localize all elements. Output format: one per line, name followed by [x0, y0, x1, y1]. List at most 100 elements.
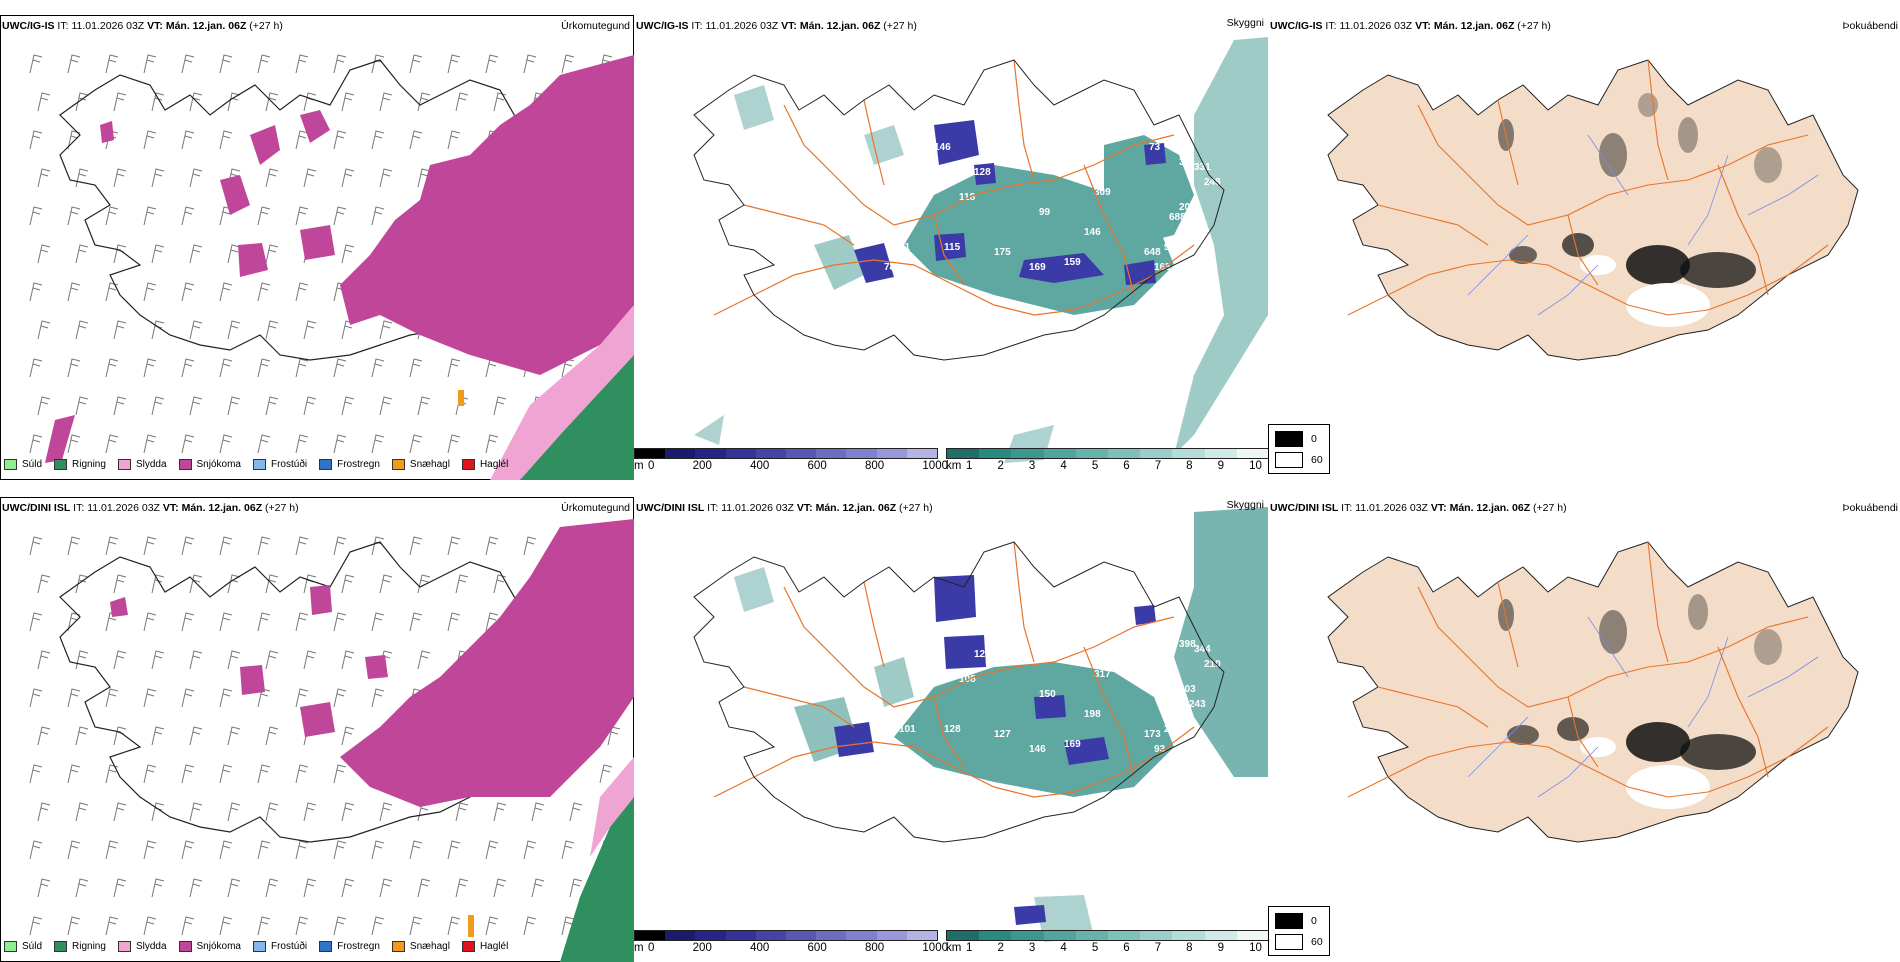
wind-barb [485, 536, 499, 556]
wind-barb [189, 244, 203, 264]
wind-barb [67, 206, 81, 226]
legend-item: Súld [4, 941, 42, 952]
precip-snow-areas [45, 55, 634, 463]
tick: 1000 [922, 942, 948, 954]
wind-barb [75, 168, 89, 188]
tick: 7 [1154, 942, 1162, 954]
road-line [1567, 696, 1599, 768]
visibility-value-label: 169 [1029, 262, 1046, 273]
wind-barb [485, 840, 499, 860]
tick: 6 [1123, 460, 1130, 472]
fog-legend-high: 0 [1311, 915, 1317, 927]
wind-barb [341, 726, 355, 746]
wind-barb [409, 130, 423, 150]
visibility-value-label: 198 [1084, 709, 1101, 720]
wind-barb [295, 916, 309, 936]
wind-barb [189, 320, 203, 340]
wind-barb [143, 54, 157, 74]
visibility-value-label: 243 [1189, 699, 1206, 710]
wind-barb [219, 764, 233, 784]
wind-barb [265, 802, 279, 822]
tick: 7 [1154, 460, 1162, 472]
wind-barb [29, 764, 43, 784]
wind-barb [371, 130, 385, 150]
wind-barb [151, 244, 165, 264]
wind-barb [341, 878, 355, 898]
wind-barb [523, 916, 537, 936]
river-line [1467, 716, 1529, 778]
wind-barb [143, 206, 157, 226]
wind-barb [181, 434, 195, 454]
precip-legend: Súld Rigning Slydda Snjókoma Frostúði Fr… [4, 941, 508, 952]
wind-barb [37, 320, 51, 340]
wind-barb [447, 54, 461, 74]
wind-barb [523, 840, 537, 860]
wind-barb [341, 802, 355, 822]
wind-barb [37, 396, 51, 416]
wind-barb [151, 168, 165, 188]
km-colorbar [946, 930, 1268, 941]
visibility-value-label: 303 [1179, 684, 1196, 695]
visibility-blue-areas [834, 575, 1156, 925]
road-line [1647, 541, 1669, 663]
wind-barb [151, 92, 165, 112]
wind-barb [265, 396, 279, 416]
wind-barb [409, 358, 423, 378]
wind-barb [67, 434, 81, 454]
wind-barb [257, 206, 271, 226]
tick: 10 [1249, 460, 1262, 472]
visibility-value-label: 221 [1114, 604, 1131, 615]
visibility-value-label: 210 [1204, 659, 1221, 670]
wind-barb [295, 54, 309, 74]
wind-barb [409, 612, 423, 632]
visibility-value-label: 173 [1144, 729, 1161, 740]
wind-barb [561, 840, 575, 860]
wind-barb [67, 54, 81, 74]
wind-barb [493, 802, 507, 822]
visibility-teal-areas [694, 37, 1268, 463]
wind-barb [219, 840, 233, 860]
visibility-value-label: 331 [1194, 162, 1211, 173]
legend-item: Snæhagl [391, 459, 450, 470]
wind-barb [29, 54, 43, 74]
visibility-value-label: 169 [1064, 739, 1081, 750]
tick: 10 [1249, 942, 1262, 954]
wind-barb [379, 396, 393, 416]
wind-barb [143, 916, 157, 936]
wind-barb [303, 802, 317, 822]
wind-barb [181, 282, 195, 302]
meters-unit: m [634, 942, 644, 954]
wind-barb [143, 358, 157, 378]
wind-barb [295, 688, 309, 708]
wind-barb [105, 764, 119, 784]
tick: 200 [692, 942, 712, 954]
wind-barb [333, 840, 347, 860]
visibility-value-label: 127 [994, 729, 1011, 740]
tick: 1 [966, 460, 973, 472]
precip-map [29, 54, 634, 480]
legend-item: Rigning [54, 459, 106, 470]
visibility-value-label: 988 [1164, 242, 1181, 253]
wind-barb [447, 916, 461, 936]
wind-barb [371, 688, 385, 708]
wind-barb [105, 206, 119, 226]
meters-colorbar [634, 448, 938, 459]
visibility-value-label: 81 [899, 242, 911, 253]
tick: 2 [997, 942, 1004, 954]
wind-barb [417, 574, 431, 594]
road-line [1083, 646, 1135, 778]
wind-barb [67, 840, 81, 860]
km-colorbar [946, 448, 1268, 459]
wind-barb [295, 282, 309, 302]
wind-barb [189, 574, 203, 594]
visibility-value-label: 146 [1029, 744, 1046, 755]
wind-barb [333, 612, 347, 632]
fog-map [1327, 541, 1859, 843]
roads [713, 541, 1195, 798]
visibility-value-label: 398 [1179, 639, 1196, 650]
river-line [1687, 154, 1729, 246]
legend-item: Slydda [117, 941, 167, 952]
visibility-panel-row0: UWC/IG-IS IT: 11.01.2026 03Z VT: Mán. 12… [634, 15, 1268, 480]
wind-barb [295, 358, 309, 378]
